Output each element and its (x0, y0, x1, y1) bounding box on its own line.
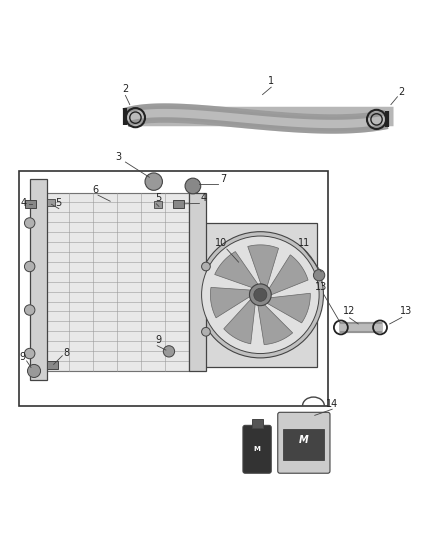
Bar (283, 429, 324, 460)
Text: 2: 2 (122, 84, 128, 94)
Bar (204, 223, 317, 367)
Text: 14: 14 (326, 399, 338, 409)
Bar (188, 192, 206, 371)
Text: 8: 8 (64, 348, 70, 358)
Polygon shape (267, 293, 310, 323)
Text: 5: 5 (55, 198, 61, 208)
Circle shape (185, 178, 201, 194)
Polygon shape (269, 255, 308, 295)
Text: M: M (254, 446, 261, 453)
Text: 2: 2 (399, 86, 405, 96)
Text: 7: 7 (220, 174, 226, 184)
Bar (47, 361, 58, 369)
Circle shape (201, 262, 210, 271)
Circle shape (25, 349, 35, 359)
FancyBboxPatch shape (243, 425, 271, 473)
Circle shape (254, 288, 267, 301)
Text: 12: 12 (343, 306, 356, 317)
Circle shape (25, 218, 35, 228)
Bar (47, 199, 55, 206)
Polygon shape (224, 300, 255, 344)
Bar (30, 180, 47, 379)
Bar (252, 419, 262, 427)
FancyBboxPatch shape (278, 413, 330, 473)
Bar (45, 192, 188, 371)
Circle shape (28, 365, 41, 377)
Bar (173, 200, 184, 208)
Text: 11: 11 (298, 238, 310, 248)
Text: 3: 3 (115, 152, 121, 162)
Circle shape (25, 261, 35, 272)
Circle shape (250, 284, 271, 305)
Text: 10: 10 (215, 238, 227, 248)
Text: 9: 9 (155, 335, 161, 345)
Text: 5: 5 (155, 193, 161, 203)
Text: 6: 6 (92, 184, 98, 195)
Circle shape (197, 232, 323, 358)
Text: 4: 4 (201, 193, 207, 203)
Polygon shape (248, 245, 279, 286)
Circle shape (201, 236, 319, 353)
Bar (154, 201, 162, 208)
Polygon shape (210, 287, 251, 318)
Bar (19, 171, 328, 406)
Circle shape (163, 346, 175, 357)
Polygon shape (258, 305, 293, 345)
Circle shape (145, 173, 162, 190)
Circle shape (25, 305, 35, 315)
Polygon shape (215, 252, 258, 288)
Text: M: M (299, 435, 309, 445)
Circle shape (314, 270, 325, 281)
Text: 4: 4 (20, 198, 26, 208)
Bar (25, 200, 36, 208)
Text: 9: 9 (19, 352, 25, 362)
Text: 1: 1 (268, 76, 274, 86)
Text: 13: 13 (400, 306, 412, 317)
Text: 13: 13 (315, 282, 327, 293)
Circle shape (201, 327, 210, 336)
